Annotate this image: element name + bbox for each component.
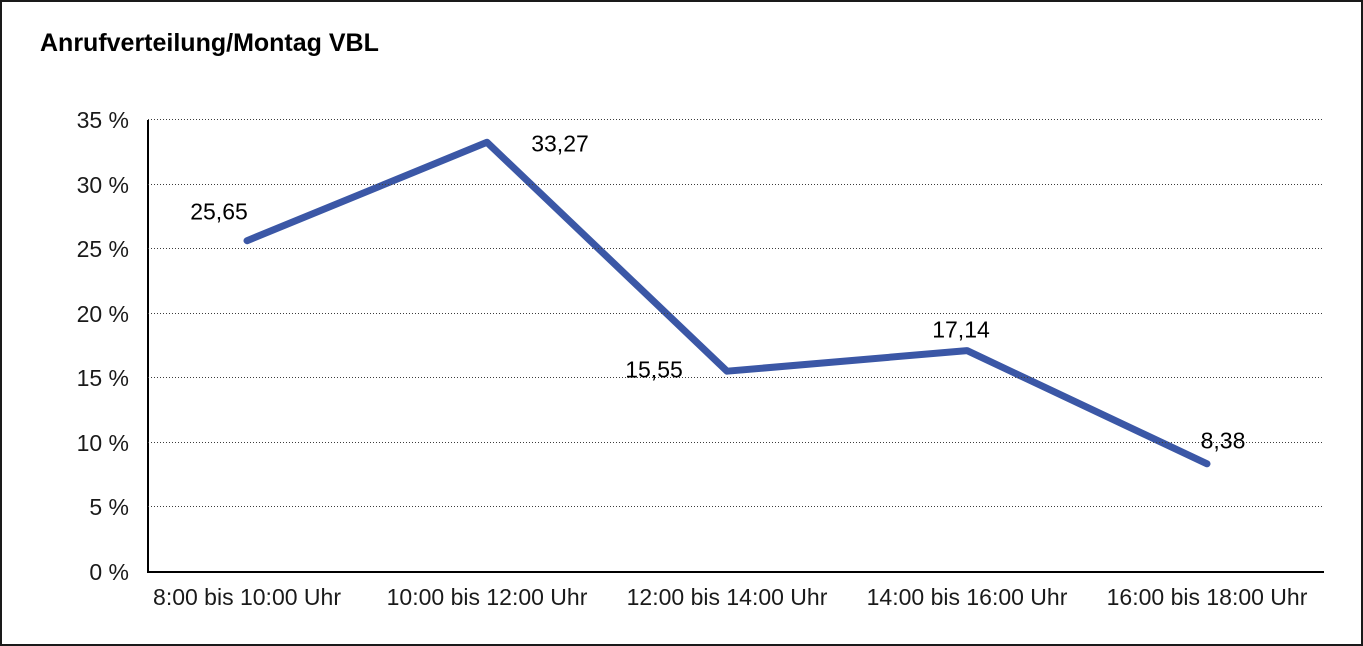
gridline <box>148 312 1324 314</box>
x-axis-line <box>147 571 1324 573</box>
x-axis-category-label: 8:00 bis 10:00 Uhr <box>153 584 341 610</box>
y-axis-tick-label: 30 % <box>76 171 129 198</box>
data-point-label: 8,38 <box>1200 427 1246 454</box>
y-axis-tick-label: 5 % <box>89 494 129 521</box>
chart-title: Anrufverteilung/Montag VBL <box>40 29 379 57</box>
y-axis-tick-label: 25 % <box>76 236 129 263</box>
x-axis-category-label: 10:00 bis 12:00 Uhr <box>386 584 588 610</box>
gridline <box>148 441 1324 443</box>
y-axis-tick-label: 35 % <box>76 107 129 133</box>
gridline <box>148 506 1324 508</box>
x-axis-category-label: 12:00 bis 14:00 Uhr <box>626 584 828 610</box>
y-axis-tick-label: 10 % <box>76 429 129 456</box>
series-line <box>243 138 1211 468</box>
gridline <box>148 119 1324 120</box>
y-axis-tick-label: 15 % <box>76 365 129 392</box>
data-point-label: 25,65 <box>190 198 248 225</box>
y-axis-line <box>147 120 149 573</box>
gridline <box>148 183 1324 185</box>
data-point-label: 15,55 <box>625 356 683 383</box>
data-point-label: 33,27 <box>531 130 589 157</box>
x-axis-category-label: 14:00 bis 16:00 Uhr <box>866 584 1068 610</box>
gridline <box>148 248 1324 250</box>
x-axis-category-label: 16:00 bis 18:00 Uhr <box>1106 584 1308 610</box>
gridline <box>148 377 1324 379</box>
data-point-label: 17,14 <box>932 316 990 343</box>
y-axis-tick-label: 20 % <box>76 300 129 327</box>
y-axis-tick-label: 0 % <box>89 559 129 585</box>
